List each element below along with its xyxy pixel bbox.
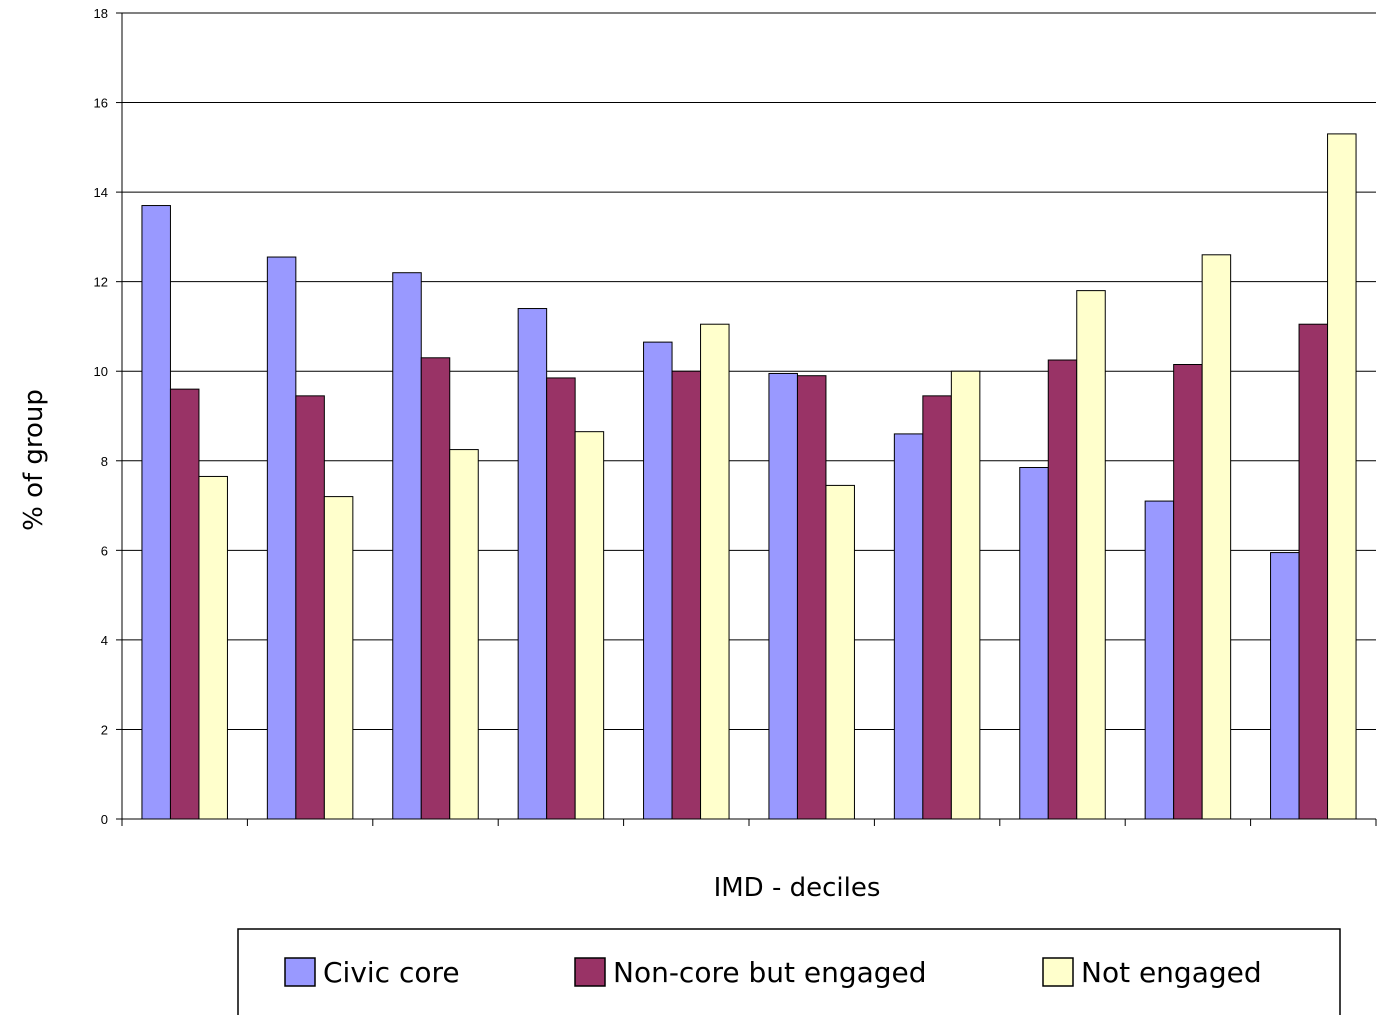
bar-civic-core-10 bbox=[1270, 552, 1300, 820]
bar-non-core-but-engaged-6 bbox=[796, 375, 827, 820]
bar-civic-core-7 bbox=[893, 433, 924, 820]
legend-box bbox=[237, 928, 1341, 1015]
legend-label-not-engaged: Not engaged bbox=[1081, 956, 1262, 989]
bar-not-engaged-10 bbox=[1327, 133, 1357, 820]
y-tick-label-4: 4 bbox=[101, 633, 108, 648]
legend-swatch-civic-core bbox=[284, 957, 316, 987]
bar-non-core-but-engaged-1 bbox=[169, 388, 200, 820]
legend-swatch-not-engaged bbox=[1042, 957, 1074, 987]
bar-civic-core-9 bbox=[1144, 500, 1175, 820]
y-tick-label-18: 18 bbox=[94, 6, 108, 21]
bar-not-engaged-9 bbox=[1201, 254, 1232, 820]
bar-non-core-but-engaged-5 bbox=[671, 370, 702, 820]
y-tick-label-14: 14 bbox=[94, 185, 108, 200]
bar-not-engaged-5 bbox=[700, 323, 730, 820]
legend-label-non-core-but-engaged: Non-core but engaged bbox=[613, 956, 927, 989]
legend-label-civic-core: Civic core bbox=[323, 956, 460, 989]
bar-civic-core-2 bbox=[266, 256, 297, 820]
bar-civic-core-4 bbox=[517, 308, 548, 820]
bar-not-engaged-3 bbox=[449, 449, 479, 820]
axes bbox=[116, 12, 1377, 826]
bar-not-engaged-6 bbox=[825, 484, 855, 820]
x-axis-title: IMD - deciles bbox=[714, 873, 881, 903]
bar-not-engaged-2 bbox=[323, 496, 354, 820]
bar-not-engaged-1 bbox=[198, 475, 228, 820]
y-tick-label-10: 10 bbox=[94, 364, 108, 379]
y-tick-label-12: 12 bbox=[94, 275, 108, 290]
y-tick-label-2: 2 bbox=[101, 722, 108, 737]
bar-not-engaged-4 bbox=[574, 431, 605, 820]
legend-swatch-non-core-but-engaged bbox=[574, 957, 606, 987]
y-tick-label-16: 16 bbox=[94, 96, 108, 111]
bar-non-core-but-engaged-8 bbox=[1047, 359, 1078, 820]
y-tick-labels: 0 2 4 6 8 10 12 14 16 18 bbox=[94, 6, 108, 827]
bar-civic-core-5 bbox=[643, 341, 673, 820]
bar-not-engaged-8 bbox=[1076, 290, 1106, 820]
bar-civic-core-6 bbox=[768, 372, 798, 820]
bar-non-core-but-engaged-3 bbox=[420, 357, 451, 820]
bar-non-core-but-engaged-7 bbox=[922, 395, 952, 820]
bar-non-core-but-engaged-9 bbox=[1173, 364, 1203, 820]
bar-not-engaged-7 bbox=[950, 370, 981, 820]
bars bbox=[141, 133, 1357, 820]
bar-civic-core-1 bbox=[141, 205, 171, 820]
y-tick-label-0: 0 bbox=[101, 812, 108, 827]
bar-non-core-but-engaged-10 bbox=[1298, 323, 1329, 820]
y-axis-title: % of group bbox=[19, 389, 49, 531]
bar-non-core-but-engaged-2 bbox=[295, 395, 325, 820]
y-tick-label-6: 6 bbox=[101, 543, 108, 558]
bar-civic-core-3 bbox=[392, 272, 422, 820]
legend: Civic core Non-core but engaged Not enga… bbox=[237, 928, 1341, 1015]
bar-civic-core-8 bbox=[1019, 466, 1049, 820]
y-tick-label-8: 8 bbox=[101, 454, 108, 469]
bar-non-core-but-engaged-4 bbox=[546, 377, 576, 820]
